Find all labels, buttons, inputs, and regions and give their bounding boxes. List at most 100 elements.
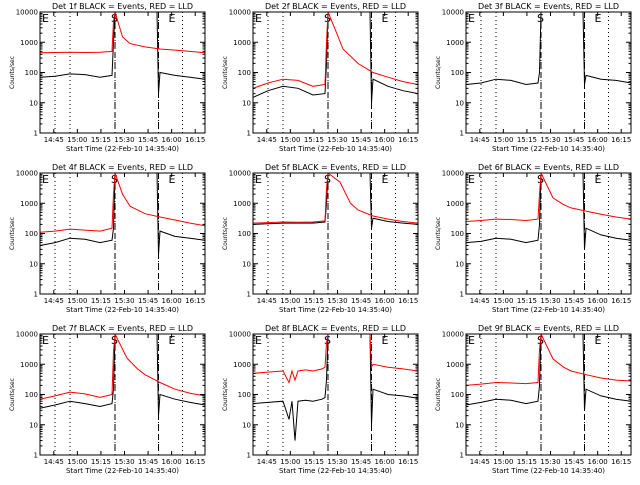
event-marker-label-e: E — [169, 173, 176, 186]
x-tick-label: 14:45 — [470, 297, 490, 305]
panel-title: Det 6f BLACK = Events, RED = LLD — [478, 163, 619, 172]
panel-title: Det 4f BLACK = Events, RED = LLD — [52, 163, 193, 172]
x-tick-label: 15:30 — [114, 136, 134, 144]
y-axis-label: Counts/sec — [9, 56, 16, 89]
x-tick-label: 15:30 — [540, 458, 560, 466]
y-axis-label: Counts/sec — [222, 217, 229, 250]
x-tick-label: 15:00 — [67, 458, 87, 466]
x-tick-label: 16:15 — [611, 458, 631, 466]
y-axis-label: Counts/sec — [435, 56, 442, 89]
event-marker-label-e: E — [42, 334, 49, 347]
x-tick-label: 15:00 — [280, 458, 300, 466]
x-tick-label: 15:45 — [138, 458, 158, 466]
x-tick-label: 15:15 — [304, 136, 324, 144]
panel-title: Det 8f BLACK = Events, RED = LLD — [265, 324, 406, 333]
panel-frame — [39, 333, 206, 456]
y-tick-label: 1000 — [233, 200, 251, 208]
x-tick-label: 15:00 — [493, 458, 513, 466]
x-tick-label: 16:15 — [398, 458, 418, 466]
y-tick-label: 10000 — [16, 9, 38, 17]
x-tick-label: 14:45 — [44, 458, 64, 466]
panel-title: Det 3f BLACK = Events, RED = LLD — [478, 2, 619, 11]
x-axis-label: Start Time (22-Feb-10 14:35:40) — [279, 467, 392, 475]
y-tick-label: 10 — [29, 260, 38, 268]
events-series-line — [466, 334, 631, 411]
y-tick-label: 1000 — [20, 39, 38, 47]
y-tick-label: 10000 — [442, 9, 464, 17]
event-marker-label-e: E — [169, 12, 176, 25]
y-tick-label: 100 — [25, 391, 38, 399]
x-tick-label: 16:00 — [162, 136, 182, 144]
x-tick-label: 16:15 — [398, 297, 418, 305]
x-tick-label: 15:45 — [138, 136, 158, 144]
event-marker-label-e: E — [382, 334, 389, 347]
x-tick-label: 16:00 — [588, 458, 608, 466]
y-tick-label: 1000 — [233, 39, 251, 47]
y-tick-label: 1 — [460, 291, 464, 299]
x-tick-label: 16:00 — [162, 297, 182, 305]
lld-series-line — [40, 173, 205, 233]
event-marker-label-e: E — [595, 334, 602, 347]
series-group — [253, 12, 418, 103]
y-tick-label: 10 — [455, 421, 464, 429]
event-marker-label-e: E — [169, 334, 176, 347]
y-tick-label: 100 — [25, 230, 38, 238]
y-tick-label: 1000 — [20, 361, 38, 369]
x-tick-label: 15:30 — [540, 136, 560, 144]
panel-frame — [465, 333, 632, 456]
x-tick-label: 16:00 — [375, 136, 395, 144]
y-tick-label: 10 — [455, 260, 464, 268]
x-tick-label: 14:45 — [257, 136, 277, 144]
x-tick-label: 15:45 — [564, 136, 584, 144]
x-axis-label: Start Time (22-Feb-10 14:35:40) — [279, 145, 392, 153]
panel-frame — [252, 172, 419, 295]
panel-frame — [39, 172, 206, 295]
lld-series-line — [40, 12, 205, 54]
x-tick-label: 15:00 — [493, 297, 513, 305]
x-tick-label: 16:15 — [611, 297, 631, 305]
panel-title: Det 5f BLACK = Events, RED = LLD — [265, 163, 406, 172]
lld-series-line — [40, 334, 205, 400]
x-tick-label: 15:30 — [114, 297, 134, 305]
x-tick-label: 16:15 — [185, 458, 205, 466]
x-tick-label: 15:15 — [91, 136, 111, 144]
x-tick-label: 16:15 — [611, 136, 631, 144]
x-tick-label: 16:00 — [588, 297, 608, 305]
x-axis-label: Start Time (22-Feb-10 14:35:40) — [66, 145, 179, 153]
y-tick-label: 10000 — [16, 170, 38, 178]
y-tick-label: 10 — [455, 99, 464, 107]
y-tick-label: 1 — [247, 291, 251, 299]
x-tick-label: 15:30 — [327, 297, 347, 305]
x-tick-label: 14:45 — [470, 136, 490, 144]
x-tick-label: 15:30 — [327, 458, 347, 466]
y-tick-label: 1000 — [446, 361, 464, 369]
y-tick-label: 10000 — [16, 331, 38, 339]
y-axis-label: Counts/sec — [222, 56, 229, 89]
x-tick-label: 15:45 — [564, 297, 584, 305]
x-tick-label: 15:15 — [517, 297, 537, 305]
y-axis-label: Counts/sec — [222, 378, 229, 411]
y-tick-label: 1 — [460, 130, 464, 138]
series-group — [253, 334, 418, 441]
x-tick-label: 15:00 — [67, 136, 87, 144]
x-tick-label: 15:00 — [280, 297, 300, 305]
y-tick-label: 100 — [238, 230, 251, 238]
event-marker-label-e: E — [468, 12, 475, 25]
y-tick-label: 10000 — [442, 170, 464, 178]
y-tick-label: 1000 — [233, 361, 251, 369]
x-tick-label: 16:00 — [162, 458, 182, 466]
y-tick-label: 10 — [242, 99, 251, 107]
lld-series-line — [253, 173, 418, 224]
panel-title: Det 7f BLACK = Events, RED = LLD — [52, 324, 193, 333]
y-tick-label: 100 — [451, 69, 464, 77]
y-tick-label: 10 — [29, 99, 38, 107]
event-marker-label-e: E — [382, 173, 389, 186]
y-tick-label: 10000 — [442, 331, 464, 339]
y-tick-label: 10000 — [229, 331, 251, 339]
x-tick-label: 15:45 — [351, 458, 371, 466]
